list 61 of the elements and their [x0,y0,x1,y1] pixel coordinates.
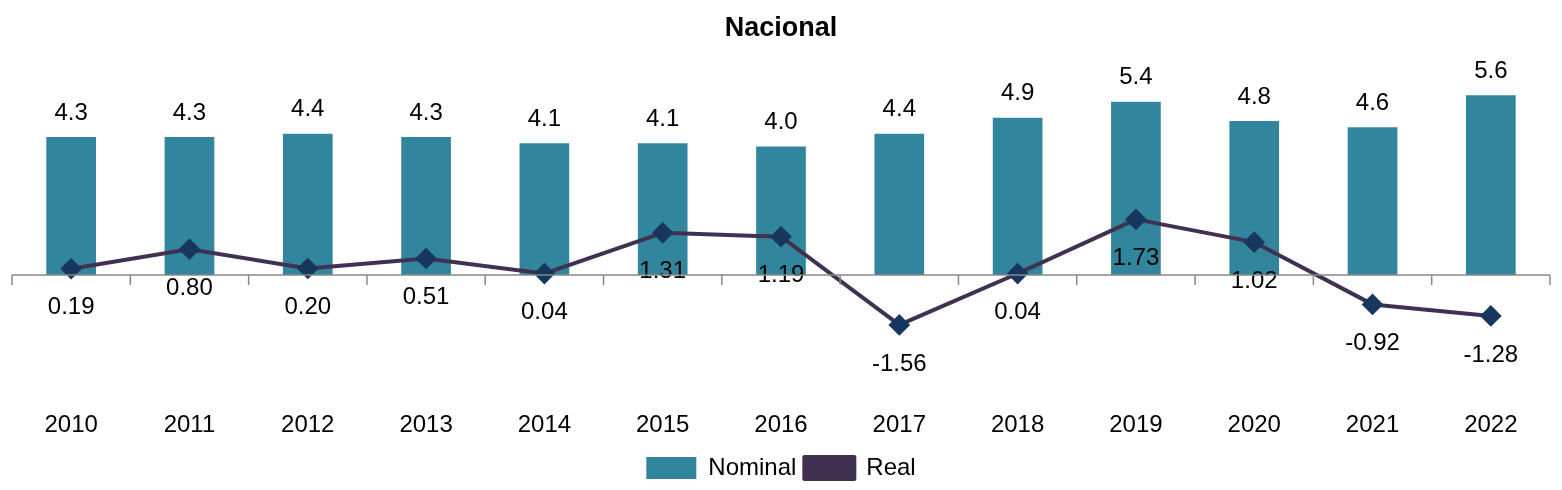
point [416,248,437,269]
data-label: 4.1 [527,103,562,131]
x-tick-label: 2022 [1464,410,1518,438]
data-label: 4.4 [882,94,916,122]
point [1480,305,1501,326]
x-tick-label: 2010 [44,410,98,438]
data-label: -1.56 [871,348,927,376]
data-label: 4.1 [646,103,680,131]
data-label: 0.51 [402,282,450,310]
point [771,226,791,247]
x-tick-label: 2020 [1227,410,1281,438]
data-label: -1.28 [1463,339,1519,367]
x-tick-label: 2016 [754,410,808,438]
data-label: 4.3 [172,97,207,125]
x-tick-label: 2018 [990,410,1045,438]
data-label: 0.04 [994,297,1041,325]
point [179,239,200,260]
bar [519,143,570,275]
data-label: 5.6 [1474,55,1508,83]
data-label: 4.8 [1237,81,1271,109]
point [1362,294,1383,315]
data-label: 0.80 [166,272,213,300]
point [297,258,318,279]
bar [164,136,215,275]
legend-label: Nominal [708,452,797,480]
data-label: 1.19 [757,260,805,288]
bar [282,133,333,275]
x-tick-label: 2014 [517,410,572,438]
chart-title: Nacional [724,11,838,42]
point [889,314,910,335]
data-label: 4.9 [1000,78,1035,106]
x-tick-label: 2019 [1109,410,1163,438]
point [61,258,82,279]
data-label: -0.92 [1345,328,1400,356]
data-label: 4.6 [1355,87,1390,115]
data-label: 0.04 [521,297,568,325]
data-label: 0.19 [47,292,95,320]
x-tick-label: 2017 [872,410,926,438]
bar [1347,127,1398,275]
bar [1466,95,1516,275]
bar [401,136,451,275]
legend-label: Real [866,452,916,480]
data-label: 4.3 [409,97,443,125]
bar [874,133,925,275]
bar [1111,101,1161,275]
data-label: 4.4 [291,94,325,122]
bar [46,136,96,275]
x-tick-label: 2013 [399,410,453,438]
x-tick-label: 2021 [1345,410,1400,438]
point [1125,209,1146,230]
data-label: 4.0 [764,107,798,135]
point [652,222,673,243]
x-tick-label: 2011 [163,410,216,438]
data-label: 4.3 [54,97,88,125]
x-tick-label: 2015 [636,410,690,438]
bar [992,117,1043,275]
data-label: 0.20 [284,292,332,320]
x-tick-label: 2012 [281,410,335,438]
data-label: 5.4 [1119,62,1153,90]
point [1244,232,1265,253]
data-label: 1.73 [1112,243,1160,271]
